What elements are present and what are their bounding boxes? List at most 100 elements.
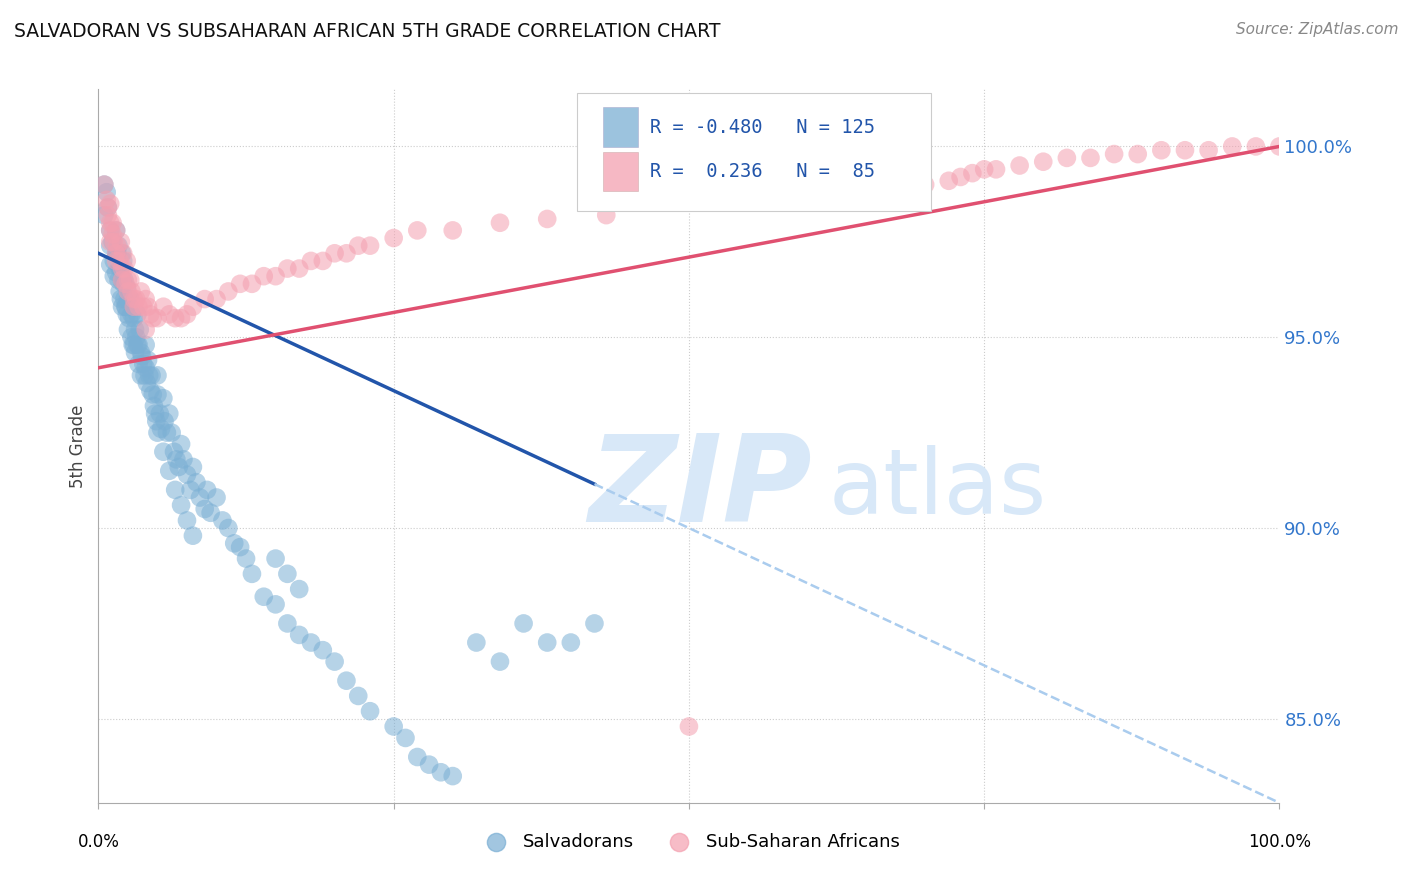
- Point: [135, 323, 157, 337]
- Point: [973, 162, 995, 177]
- Point: [200, 506, 222, 520]
- Point: [128, 338, 150, 352]
- Point: [156, 425, 179, 440]
- Point: [108, 261, 131, 276]
- Point: [105, 254, 128, 268]
- Point: [131, 349, 153, 363]
- Point: [153, 414, 176, 428]
- Point: [129, 285, 152, 299]
- Point: [205, 491, 228, 505]
- Point: [205, 292, 228, 306]
- Point: [441, 223, 464, 237]
- Point: [122, 300, 145, 314]
- Point: [142, 311, 165, 326]
- Point: [124, 323, 146, 337]
- Point: [143, 407, 166, 421]
- Point: [180, 483, 202, 497]
- Point: [382, 231, 405, 245]
- Point: [96, 193, 118, 207]
- Point: [181, 300, 204, 314]
- Point: [138, 368, 160, 383]
- Point: [103, 235, 125, 249]
- Point: [136, 300, 159, 314]
- Point: [1008, 159, 1031, 173]
- Point: [984, 162, 1007, 177]
- Point: [211, 513, 233, 527]
- Point: [181, 460, 204, 475]
- Point: [264, 269, 287, 284]
- Point: [107, 273, 129, 287]
- Point: [595, 208, 617, 222]
- Point: [583, 616, 606, 631]
- Point: [141, 368, 163, 383]
- Point: [152, 300, 174, 314]
- Point: [406, 750, 429, 764]
- Point: [418, 757, 440, 772]
- Point: [229, 540, 252, 554]
- Point: [489, 655, 512, 669]
- Text: atlas: atlas: [828, 445, 1046, 533]
- Point: [382, 719, 405, 733]
- Text: 0.0%: 0.0%: [77, 833, 120, 851]
- Point: [142, 387, 165, 401]
- Point: [157, 307, 180, 321]
- Point: [1198, 143, 1220, 157]
- Point: [112, 254, 135, 268]
- Point: [117, 285, 139, 299]
- Point: [240, 566, 263, 581]
- Point: [93, 178, 115, 192]
- Point: [135, 338, 157, 352]
- Point: [124, 345, 146, 359]
- Point: [139, 307, 162, 321]
- Point: [465, 635, 488, 649]
- Point: [112, 246, 135, 260]
- Point: [235, 551, 257, 566]
- Point: [122, 338, 145, 352]
- Point: [111, 273, 134, 287]
- Point: [160, 425, 183, 440]
- Text: 100.0%: 100.0%: [1249, 833, 1310, 851]
- Point: [536, 211, 558, 226]
- Point: [108, 285, 131, 299]
- Point: [97, 201, 120, 215]
- Point: [962, 166, 984, 180]
- Point: [98, 223, 121, 237]
- Point: [165, 483, 187, 497]
- Point: [120, 292, 142, 306]
- Point: [560, 635, 582, 649]
- Point: [128, 323, 150, 337]
- Point: [97, 208, 120, 222]
- Point: [145, 414, 167, 428]
- Point: [176, 467, 198, 482]
- Point: [115, 307, 138, 321]
- Point: [121, 307, 143, 321]
- Point: [167, 460, 190, 475]
- Point: [276, 261, 298, 276]
- Point: [441, 769, 464, 783]
- Point: [229, 277, 252, 291]
- Point: [170, 498, 193, 512]
- Point: [135, 292, 157, 306]
- Point: [103, 254, 125, 268]
- Point: [288, 582, 311, 596]
- Point: [114, 300, 136, 314]
- Point: [359, 238, 381, 252]
- Point: [110, 235, 132, 249]
- Point: [299, 254, 322, 268]
- Point: [105, 223, 128, 237]
- Point: [1080, 151, 1102, 165]
- Point: [152, 444, 174, 458]
- Point: [98, 258, 121, 272]
- Point: [194, 292, 217, 306]
- Point: [176, 307, 198, 321]
- Point: [1032, 154, 1054, 169]
- Point: [359, 704, 381, 718]
- Point: [129, 368, 152, 383]
- Point: [121, 285, 143, 299]
- Point: [115, 254, 138, 268]
- Point: [172, 452, 194, 467]
- Point: [103, 269, 125, 284]
- Text: Source: ZipAtlas.com: Source: ZipAtlas.com: [1236, 22, 1399, 37]
- Point: [110, 261, 132, 276]
- Point: [1126, 147, 1149, 161]
